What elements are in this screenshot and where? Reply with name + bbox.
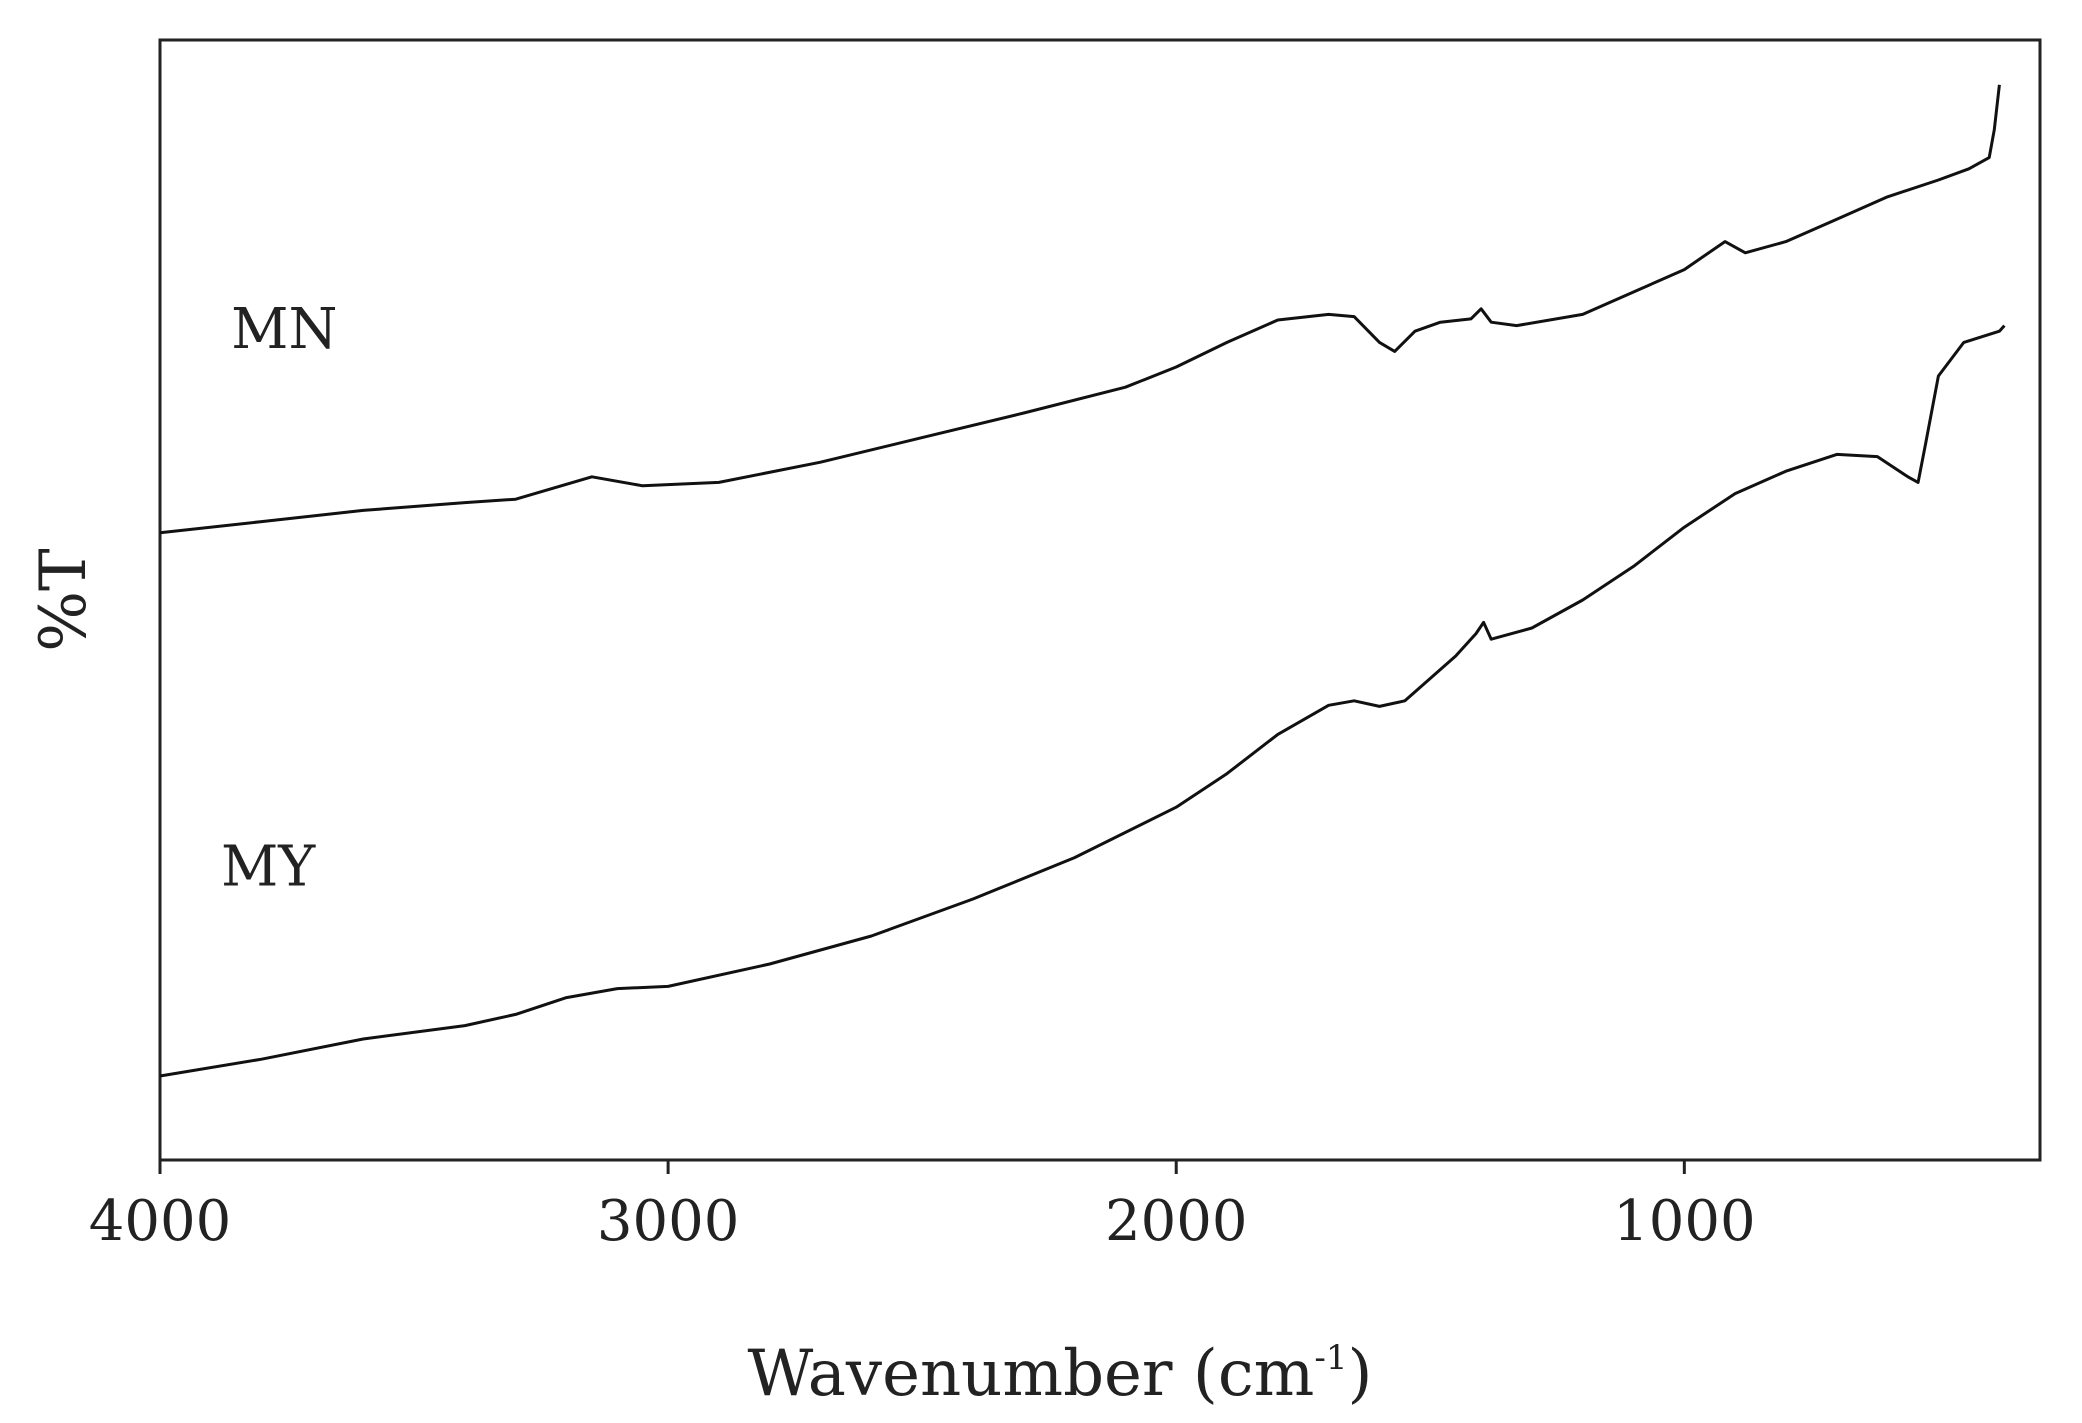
x-tick-label: 2000 — [1105, 1189, 1248, 1254]
series-group — [159, 84, 2006, 1078]
series-label-mn: MN — [231, 297, 337, 362]
x-tick-label: 4000 — [89, 1189, 232, 1254]
plot-frame — [158, 38, 2042, 1162]
series-label-my: MY — [221, 835, 316, 900]
x-axis-title-superscript: -1 — [1314, 1338, 1347, 1378]
x-tick-label: 1000 — [1613, 1189, 1756, 1254]
series-line-my — [159, 324, 2006, 1078]
x-tick-label: 3000 — [597, 1189, 740, 1254]
series-line-mn — [159, 84, 2001, 535]
x-axis-title-suffix: ) — [1347, 1337, 1372, 1411]
y-axis-title: %T — [27, 548, 101, 652]
x-axis-title-main: Wavenumber (cm — [748, 1337, 1315, 1411]
x-axis-ticks: 4000 3000 2000 1000 — [89, 1160, 1756, 1254]
x-axis-title: Wavenumber (cm-1) — [748, 1337, 1373, 1411]
series-annotations: MN MY — [221, 297, 338, 900]
